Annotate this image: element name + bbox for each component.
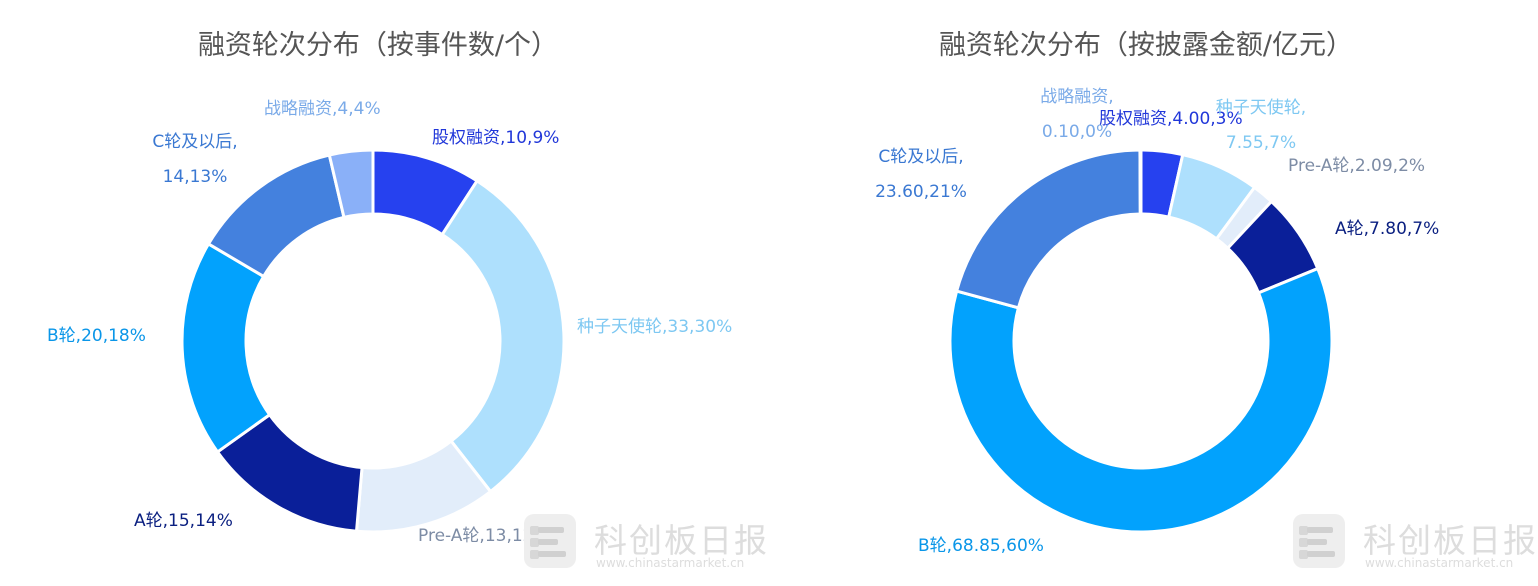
donut-slice-6 (327, 148, 375, 220)
data-label-5: C轮及以后, 14,13% (152, 132, 237, 187)
watermark-url: www.chinastarmarket.cn (1365, 556, 1514, 570)
data-label-5-line-1: 14,13% (163, 167, 228, 187)
data-label-6-line-0: 战略融资, (1040, 87, 1113, 107)
data-label-5-line-0: C轮及以后, (878, 147, 963, 167)
donut-slices-amount (948, 148, 1334, 534)
watermark-url: www.chinastarmarket.cn (596, 556, 745, 570)
data-label-5-line-1: 23.60,21% (875, 182, 967, 202)
watermark-logo-icon (1293, 514, 1345, 568)
donut-chart-amount: 融资轮次分布（按披露金额/亿元） 股权融资,4.00,3%种子天使轮, 7.55,… (875, 30, 1439, 556)
donut-slice-4 (180, 241, 272, 455)
donut-slice-5 (954, 148, 1142, 310)
chart-panel-amount: 融资轮次分布（按披露金额/亿元） 股权融资,4.00,3% 种子天使轮, 7.55,… (769, 0, 1538, 586)
data-label-2: Pre-A轮,2.09,2% (1288, 156, 1425, 176)
watermark-name: 科创板日报 (1363, 521, 1538, 560)
data-label-0: 股权融资,10,9% (432, 128, 559, 148)
chart-title-events: 融资轮次分布（按事件数/个） (198, 30, 558, 61)
watermark-name: 科创板日报 (594, 521, 769, 560)
watermark-logo-icon (524, 514, 576, 568)
data-label-1-line-0: 种子天使轮, (1216, 97, 1306, 118)
data-label-6-line-1: 0.10,0% (1042, 122, 1112, 142)
donut-chart-events: 融资轮次分布（按事件数/个） 股权融资,10,9% 种子天使轮,33,30% Pre… (47, 30, 732, 546)
data-label-6: 战略融资, 0.10,0% (1040, 87, 1113, 142)
data-label-3: A轮,15,14% (134, 511, 233, 531)
donut-labels-events: 股权融资,10,9% 种子天使轮,33,30% Pre-A轮,13,12% A轮,15… (47, 99, 732, 546)
chart-panel-events: 融资轮次分布（按事件数/个） 股权融资,10,9% 种子天使轮,33,30% Pre… (47, 30, 767, 576)
data-label-2: Pre-A轮,13,12% (418, 526, 550, 546)
watermark: 科创板日报 www.chinastarmarket.cn (1293, 512, 1536, 576)
data-label-5-line-0: C轮及以后, (152, 132, 237, 152)
donut-labels-amount: 股权融资,4.00,3%种子天使轮, 7.55,7% Pre-A轮,2.09,2% A… (875, 87, 1439, 556)
data-label-4: B轮,68.85,60% (918, 536, 1044, 556)
data-label-4: B轮,20,18% (47, 326, 146, 346)
data-label-5: C轮及以后, 23.60,21% (875, 147, 967, 202)
data-label-1-line-1: 7.55,7% (1226, 133, 1296, 153)
data-label-1: 种子天使轮, 7.55,7% (1216, 97, 1306, 153)
donut-slice-4 (948, 266, 1334, 534)
watermark: 科创板日报 www.chinastarmarket.cn (524, 512, 767, 576)
data-label-6: 战略融资,4,4% (264, 99, 381, 119)
chart-title-amount: 融资轮次分布（按披露金额/亿元） (939, 30, 1353, 61)
data-label-3: A轮,7.80,7% (1335, 219, 1439, 239)
donut-slice-1 (440, 178, 566, 494)
donut-slice-6 (1138, 148, 1143, 216)
data-label-0: 股权融资,4.00,3% (1099, 109, 1243, 129)
data-label-1: 种子天使轮,33,30% (577, 316, 732, 337)
donut-slices-events (180, 148, 566, 534)
